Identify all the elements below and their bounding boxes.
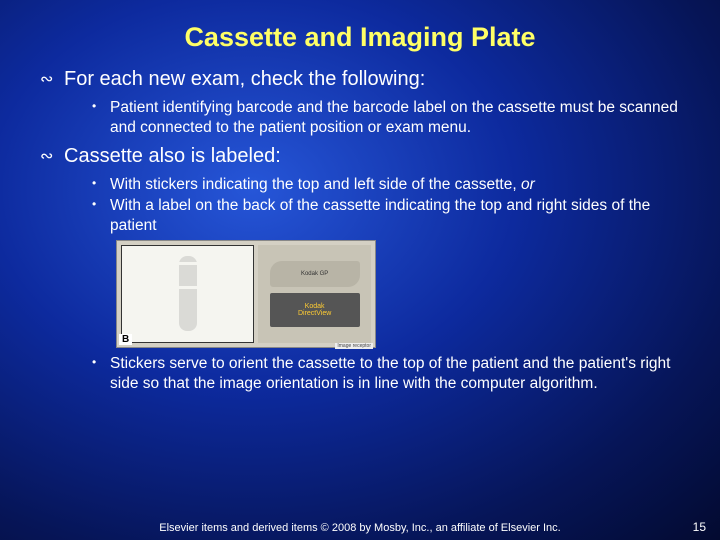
sub-item-2-1-body: With stickers indicating the top and lef… <box>110 176 521 193</box>
main-item-1-text: For each new exam, check the following: <box>64 67 686 92</box>
page-number: 15 <box>693 520 706 534</box>
footer-copyright: Elsevier items and derived items © 2008 … <box>0 522 720 534</box>
sub-item-1-1-text: Patient identifying barcode and the barc… <box>110 98 686 138</box>
sub-item-2-3-text: Stickers serve to orient the cassette to… <box>110 354 686 394</box>
sub-item-2-1-italic: or <box>521 176 535 193</box>
sub-list-2b: Stickers serve to orient the cassette to… <box>64 354 686 394</box>
kodak-label: Kodak DirectView <box>270 293 360 327</box>
kodak-label-bottom: DirectView <box>298 310 331 317</box>
sub-item-2-3: Stickers serve to orient the cassette to… <box>92 354 686 394</box>
sub-item-2-1-text: With stickers indicating the top and lef… <box>110 175 686 195</box>
cassette-image-left <box>121 245 254 343</box>
cassette-image: Kodak GP Kodak DirectView B Image recept… <box>116 240 376 348</box>
main-item-1: For each new exam, check the following: … <box>40 67 686 138</box>
image-caption: Image receptor <box>335 343 373 349</box>
kodak-label-top: Kodak <box>305 303 325 310</box>
slide-container: Cassette and Imaging Plate For each new … <box>0 0 720 394</box>
sub-item-1-1: Patient identifying barcode and the barc… <box>92 98 686 138</box>
sub-item-2-2: With a label on the back of the cassette… <box>92 196 686 236</box>
sub-list-1: Patient identifying barcode and the barc… <box>64 98 686 138</box>
main-item-2: Cassette also is labeled: With stickers … <box>40 144 686 394</box>
main-list: For each new exam, check the following: … <box>34 67 686 394</box>
main-item-2-text: Cassette also is labeled: <box>64 144 686 169</box>
sub-list-2: With stickers indicating the top and lef… <box>64 175 686 236</box>
sub-item-2-2-text: With a label on the back of the cassette… <box>110 196 686 236</box>
cassette-image-right: Kodak GP Kodak DirectView <box>258 245 371 343</box>
image-letter: B <box>119 334 132 345</box>
sub-item-2-1: With stickers indicating the top and lef… <box>92 175 686 195</box>
kodak-tag: Kodak GP <box>270 261 360 287</box>
slide-title: Cassette and Imaging Plate <box>34 22 686 53</box>
